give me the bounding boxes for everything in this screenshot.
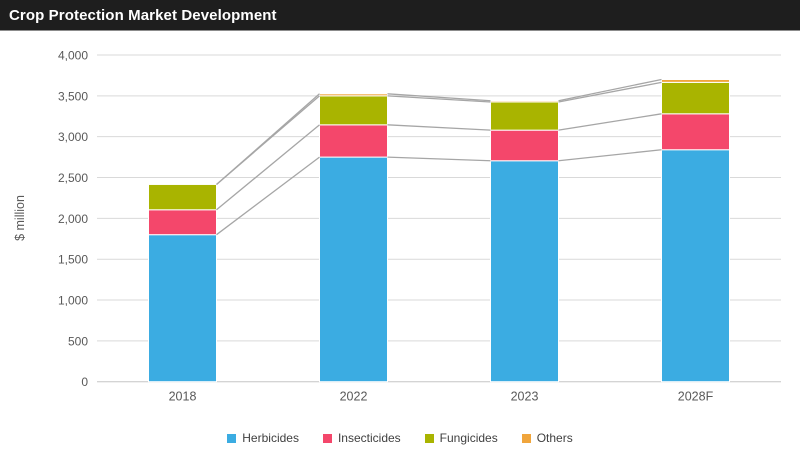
bar-segment-herbicides-2028F <box>661 149 730 383</box>
bar-segment-herbicides-2022 <box>319 156 388 383</box>
bar-segment-fungicides-2028F <box>661 81 730 115</box>
series-line-insecticides <box>387 124 491 131</box>
x-axis-label-2018: 2018 <box>169 390 197 404</box>
bar-segment-fungicides-2022 <box>319 95 388 126</box>
bar-series <box>148 79 730 383</box>
bar-segment-others-2022 <box>319 93 388 97</box>
y-tick-label: 3,500 <box>58 89 88 103</box>
y-axis-ticks: 0 500 1,000 1,500 2,000 2,500 3,000 3,500 4,000 <box>58 49 88 390</box>
x-axis-label-2028F: 2028F <box>678 390 714 404</box>
legend-item-herbicides: Herbicides <box>227 431 299 445</box>
bar-segment-herbicides-2018 <box>148 234 217 383</box>
bar-segment-insecticides-2028F <box>661 113 730 151</box>
series-line-herbicides <box>387 156 491 162</box>
legend-item-fungicides: Fungicides <box>424 431 498 445</box>
x-axis-label-2022: 2022 <box>340 390 368 404</box>
legend-item-insecticides: Insecticides <box>322 431 401 445</box>
legend-label: Others <box>536 431 573 445</box>
legend-swatch-fungicides <box>424 433 434 443</box>
series-line-fungicides <box>387 95 491 103</box>
series-line-others <box>387 93 491 102</box>
bar-segment-insecticides-2018 <box>148 209 217 236</box>
y-tick-label: 2,000 <box>58 212 88 226</box>
bar-segment-herbicides-2023 <box>490 160 559 383</box>
series-line-insecticides <box>216 124 320 211</box>
legend-item-others: Others <box>521 431 573 445</box>
y-tick-label: 1,500 <box>58 253 88 267</box>
series-line-herbicides <box>558 149 662 162</box>
x-axis-label-2023: 2023 <box>511 390 539 404</box>
x-axis-labels: 2018 2022 2023 2028F <box>169 390 714 404</box>
y-tick-label: 1,000 <box>58 294 88 308</box>
series-line-herbicides <box>216 156 320 236</box>
legend-label: Fungicides <box>439 431 498 445</box>
legend-label: Herbicides <box>242 431 299 445</box>
page-title: Crop Protection Market Development <box>9 6 277 24</box>
series-line-others <box>216 93 320 185</box>
y-tick-label: 500 <box>68 334 88 348</box>
title-bar: Crop Protection Market Development <box>0 0 800 31</box>
bar-segment-fungicides-2023 <box>490 101 559 131</box>
series-line-others <box>558 78 662 102</box>
bar-segment-fungicides-2018 <box>148 183 217 211</box>
bar-segment-others-2023 <box>490 100 559 103</box>
stacked-bar-chart: 05001,0001,5002,0002,5003,0003,5004,000 … <box>13 49 781 404</box>
y-tick-label: 0 <box>81 375 88 389</box>
y-tick-label: 3,000 <box>58 130 88 144</box>
legend-label: Insecticides <box>337 431 401 445</box>
series-line-fungicides <box>558 81 662 103</box>
y-axis-title: $ million <box>13 195 27 241</box>
y-tick-label: 2,500 <box>58 171 88 185</box>
series-line-insecticides <box>558 113 662 131</box>
bar-segment-insecticides-2023 <box>490 129 559 162</box>
legend-swatch-others <box>521 433 531 443</box>
bar-segment-insecticides-2022 <box>319 124 388 158</box>
bar-segment-others-2028F <box>661 79 730 83</box>
series-connector-lines <box>216 78 662 236</box>
y-tick-label: 4,000 <box>58 49 88 63</box>
legend-swatch-herbicides <box>227 433 237 443</box>
legend-swatch-insecticides <box>322 433 332 443</box>
chart-legend: Herbicides Insecticides Fungicides Others <box>0 429 800 447</box>
